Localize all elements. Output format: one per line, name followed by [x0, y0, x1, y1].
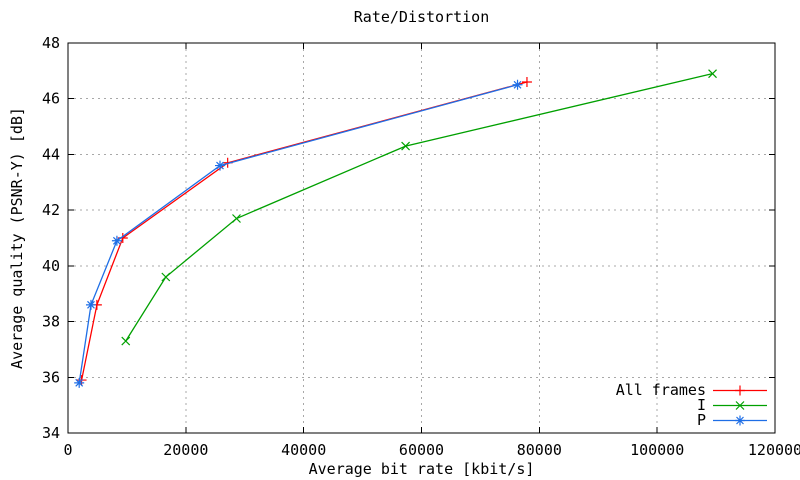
y-tick-label: 44	[42, 145, 60, 163]
legend: All frames I P	[616, 383, 768, 428]
series-line-all-frames	[80, 81, 528, 381]
marker-x	[708, 69, 717, 79]
x-tick-label: 120000	[748, 441, 800, 459]
y-tick-labels: 34 36 38 40 42 44 46 48	[42, 34, 60, 442]
legend-marker-asterisk	[735, 415, 745, 426]
legend-sample-all-frames	[713, 385, 767, 396]
x-axis-label: Average bit rate [kbit/s]	[308, 460, 535, 478]
x-tick-labels: 0 20000 40000 60000 80000 100000 120000	[63, 441, 800, 459]
series-i	[121, 69, 717, 346]
plot-border	[67, 42, 776, 434]
x-tick-label: 100000	[630, 441, 684, 459]
legend-marker-x	[735, 401, 745, 410]
x-tick-label: 0	[63, 441, 72, 459]
y-tick-label: 46	[42, 90, 60, 108]
y-tick-label: 34	[42, 424, 60, 442]
marker-asterisk	[85, 299, 96, 310]
series-p	[74, 79, 523, 388]
gridlines	[68, 43, 775, 433]
marker-asterisk	[111, 235, 122, 246]
marker-asterisk	[74, 377, 85, 388]
legend-sample-p	[713, 415, 767, 426]
chart-title: Rate/Distortion	[353, 8, 490, 26]
y-tick-label: 42	[42, 201, 60, 219]
y-tick-label: 40	[42, 257, 60, 275]
legend-sample-i	[713, 401, 767, 410]
x-tick-label: 20000	[163, 441, 208, 459]
x-tick-label: 60000	[399, 441, 444, 459]
y-tick-label: 36	[42, 368, 60, 386]
x-tick-label: 40000	[281, 441, 326, 459]
legend-label-i: I	[696, 396, 706, 414]
marker-x	[232, 214, 241, 223]
marker-asterisk	[215, 160, 226, 171]
marker-x	[121, 336, 131, 346]
marker-plus	[521, 77, 532, 87]
legend-marker-plus	[735, 385, 745, 396]
marker-x	[401, 141, 411, 151]
y-tick-label: 48	[42, 34, 60, 52]
y-tick-label: 38	[42, 313, 60, 331]
legend-item-p: P	[616, 413, 768, 428]
series-line-p	[78, 84, 518, 383]
legend-item-i: I	[616, 398, 768, 413]
series-line-i	[125, 72, 713, 342]
x-tick-label: 80000	[517, 441, 562, 459]
legend-label-p: P	[696, 411, 706, 429]
series-all-frames	[76, 77, 532, 386]
y-axis-label: Average quality (PSNR-Y) [dB]	[8, 107, 26, 369]
marker-asterisk	[512, 79, 523, 90]
marker-x	[161, 272, 171, 282]
legend-item-all-frames: All frames	[616, 383, 768, 398]
legend-label-all-frames: All frames	[615, 381, 706, 399]
